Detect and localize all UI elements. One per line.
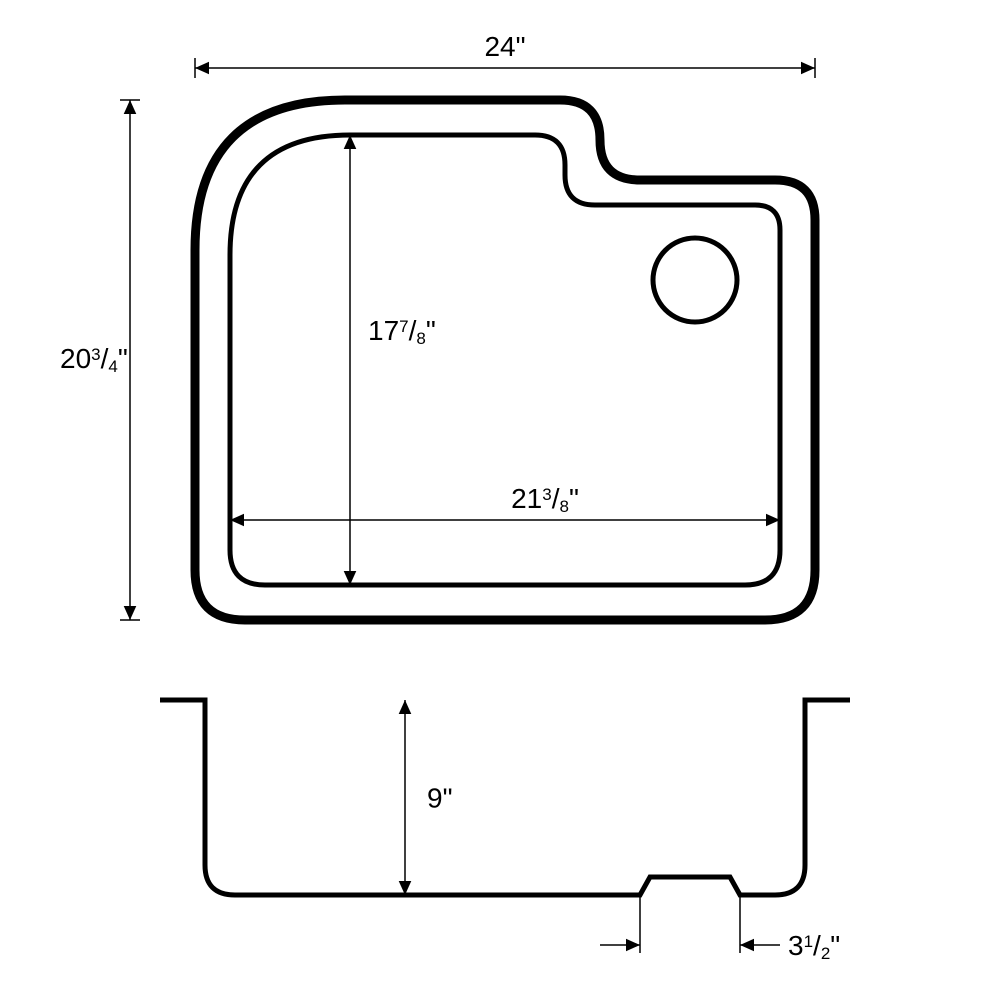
sink-dimension-drawing: 24" 203/4" 177/8" 213/8" 9" 31/2" bbox=[0, 0, 1000, 1000]
label-basin-width: 213/8" bbox=[511, 483, 579, 516]
drain-circle bbox=[653, 238, 737, 322]
svg-text:203/4": 203/4" bbox=[60, 343, 128, 376]
label-overall-height: 203/4" bbox=[60, 343, 128, 376]
svg-text:24": 24" bbox=[484, 31, 525, 62]
sink-side-profile bbox=[160, 700, 850, 895]
label-basin-height: 177/8" bbox=[368, 315, 436, 348]
label-drain-diameter: 31/2" bbox=[788, 930, 840, 963]
sink-inner-outline bbox=[230, 135, 780, 585]
svg-text:31/2": 31/2" bbox=[788, 930, 840, 963]
label-overall-width: 24" bbox=[484, 31, 525, 62]
label-depth: 9" bbox=[427, 783, 453, 814]
svg-text:9": 9" bbox=[427, 783, 453, 814]
svg-text:177/8": 177/8" bbox=[368, 315, 436, 348]
sink-outer-outline bbox=[195, 100, 815, 620]
svg-text:213/8": 213/8" bbox=[511, 483, 579, 516]
